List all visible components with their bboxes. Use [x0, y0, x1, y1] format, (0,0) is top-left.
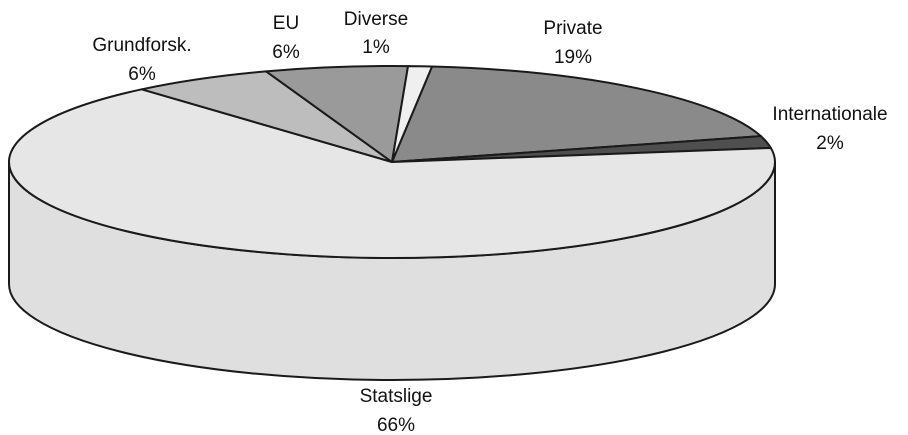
pie-slice-grundforsk: [140, 70, 393, 163]
slice-pct-internationale: 2%: [816, 133, 844, 154]
slice-pct-private: 19%: [554, 47, 592, 68]
slice-label-grundforsk: Grundforsk.: [92, 35, 191, 56]
pie-slice-statslige: [8, 88, 776, 259]
pie-slice-diverse: [391, 65, 434, 163]
slice-pct-eu: 6%: [272, 42, 300, 63]
pie-slice-eu: [265, 64, 410, 163]
slice-label-eu: EU: [273, 13, 299, 34]
pie-slice-private: [391, 65, 762, 163]
slice-label-private: Private: [543, 18, 602, 39]
slice-label-internationale: Internationale: [772, 104, 887, 125]
slice-pct-grundforsk: 6%: [128, 64, 156, 85]
pie-top-layer: [8, 64, 776, 259]
slice-label-statslige: Statslige: [360, 386, 433, 407]
slice-pct-statslige: 66%: [377, 415, 415, 435]
slice-label-diverse: Diverse: [344, 9, 408, 30]
slice-pct-diverse: 1%: [362, 37, 390, 58]
